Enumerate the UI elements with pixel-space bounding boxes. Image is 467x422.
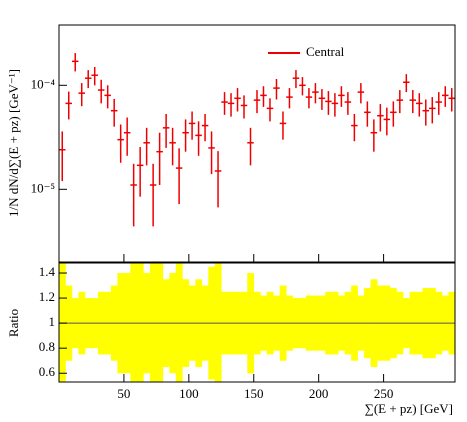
y-axis-label: 1/N dN/d∑(E + pz) [GeV⁻¹] xyxy=(6,69,21,217)
y-tick-label: 1.4 xyxy=(39,264,56,279)
x-tick-label: 200 xyxy=(309,386,329,401)
y-tick-label: 1.2 xyxy=(39,289,55,304)
main-frame xyxy=(58,24,456,263)
ratio-band xyxy=(59,263,66,382)
legend-label: Central xyxy=(306,44,345,59)
y-tick-label: 1 xyxy=(49,314,56,329)
ratio-band xyxy=(175,263,183,382)
ratio-band xyxy=(214,263,222,382)
ratio-band xyxy=(136,263,144,382)
x-tick-label: 50 xyxy=(117,386,130,401)
ratio-axis-label: Ratio xyxy=(6,309,21,337)
ratio-band xyxy=(149,263,157,382)
x-tick-label: 250 xyxy=(374,386,394,401)
y-tick-label: 0.6 xyxy=(39,364,56,379)
y-tick-label: 0.8 xyxy=(39,339,55,354)
ratio-band xyxy=(156,263,164,382)
x-tick-label: 100 xyxy=(179,386,199,401)
x-tick-label: 150 xyxy=(244,386,264,401)
y-tick-label: 10⁻⁵ xyxy=(31,180,55,195)
x-axis-label: ∑(E + pz) [GeV] xyxy=(365,401,453,416)
ratio-panel xyxy=(59,263,455,382)
axes: 50 100 150 200 250 10⁻⁵ 10⁻⁴ 0.6 0.8 1 1.2 1.4 Centr… xyxy=(31,44,394,401)
ratio-band xyxy=(130,263,138,382)
main-panel xyxy=(59,53,455,227)
y-tick-label: 10⁻⁴ xyxy=(31,76,56,91)
ratio-frame xyxy=(58,262,456,383)
